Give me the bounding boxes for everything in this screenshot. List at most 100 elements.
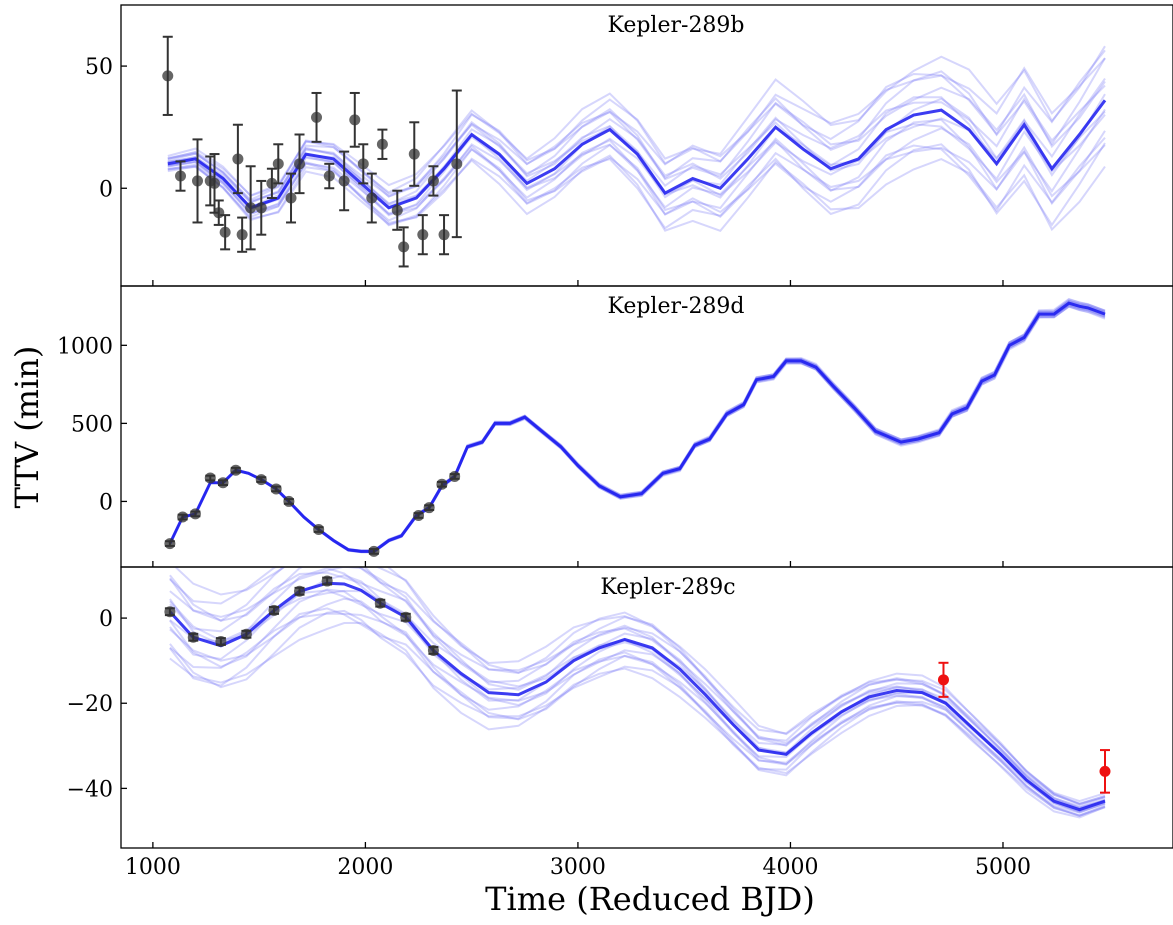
observed-ttv-point (417, 214, 429, 256)
observed-ttv-point (209, 153, 221, 214)
model-sample-line (167, 84, 1106, 206)
observed-ttv-point (427, 165, 439, 197)
model-sample-line (168, 299, 1106, 553)
panel-2: 0 500 1000 Kepler-289d (57, 285, 1173, 568)
model-sample-line (169, 612, 1106, 817)
model-sample-line (168, 301, 1106, 553)
new-observation-point (937, 661, 949, 698)
model-sample-line (168, 297, 1106, 552)
observed-ttv-point (285, 172, 297, 224)
observed-ttv-point (408, 121, 420, 187)
panel-frame (120, 285, 1173, 568)
observed-ttv-point (451, 89, 463, 239)
model-sample-line (168, 299, 1106, 552)
observed-ttv-point (283, 495, 295, 507)
observed-ttv-point (189, 508, 201, 520)
model-sample-line (168, 305, 1106, 554)
observed-ttv-point (368, 545, 380, 557)
model-sample-line (169, 621, 1106, 819)
model-sample-line (169, 567, 1106, 806)
observed-ttv-point (272, 143, 284, 185)
model-sample-line (169, 567, 1106, 809)
model-sample-line (168, 301, 1106, 553)
observed-ttv-point (391, 189, 403, 231)
panel-3: 0 −20 −40 Kepler-289c (67, 566, 1173, 849)
model-sample-line (167, 137, 1106, 227)
observed-ttv-point (177, 511, 189, 523)
observed-ttv-point (423, 502, 435, 514)
panel-1: 0 50 Kepler-289b (85, 4, 1173, 287)
model-sample-line (173, 567, 1106, 803)
model-sample-line (169, 567, 1106, 805)
observed-ttv-point (255, 179, 267, 236)
model-ensemble (167, 45, 1107, 232)
observed-ttv-point (366, 172, 378, 224)
model-median-line (168, 301, 1106, 553)
model-sample-line (169, 567, 1106, 808)
model-sample-line (167, 57, 1106, 197)
observed-ttv-point (266, 167, 278, 200)
model-sample-line (167, 57, 1106, 204)
model-ensemble (168, 297, 1106, 554)
observed-ttv-point (294, 585, 306, 597)
model-sample-line (168, 302, 1106, 553)
observed-ttv-point (400, 611, 412, 623)
observed-ttv-point (294, 133, 306, 195)
observed-ttv-point (215, 636, 227, 648)
observed-ttv-point (240, 628, 252, 640)
observed-ttv-point (374, 597, 386, 609)
new-observation-point (1099, 749, 1111, 794)
y-tick-label: 0 (99, 177, 113, 202)
x-tick-label: 4000 (762, 855, 818, 880)
y-tick-label: 50 (85, 55, 113, 80)
observed-ttv-point (175, 160, 187, 192)
observed-ttv-point (321, 575, 333, 587)
observed-ttv-point (192, 138, 204, 224)
y-tick-label: −40 (67, 777, 113, 802)
observed-ttv-point (357, 143, 369, 185)
observed-ttv-point (449, 470, 461, 482)
model-sample-line (169, 607, 1106, 818)
model-sample-line (168, 305, 1106, 554)
model-sample-line (169, 589, 1106, 814)
model-sample-line (167, 45, 1106, 197)
model-sample-line (167, 110, 1106, 217)
model-sample-line (169, 609, 1106, 817)
observed-ttv-point (427, 644, 439, 656)
observed-ttv-point (270, 483, 282, 495)
model-median-line (167, 99, 1107, 210)
observed-ttv-point (255, 474, 267, 486)
observed-ttv-point (313, 524, 325, 536)
model-sample-line (168, 303, 1106, 553)
panels-group: 0 50 Kepler-289b 0 500 1000 Kepler-289d 0 −20 −40… (57, 4, 1173, 849)
x-tick-label: 1000 (125, 855, 181, 880)
x-tick-label: 3000 (550, 855, 606, 880)
model-sample-line (168, 305, 1106, 554)
observed-ttv-point (438, 214, 450, 256)
model-sample-line (167, 108, 1106, 216)
model-sample-line (168, 300, 1106, 553)
observed-ttv-point (219, 214, 231, 251)
y-axis-label: TTV (min) (8, 346, 46, 509)
observed-ttv-point (376, 128, 388, 160)
observed-ttv-point (349, 91, 361, 148)
model-sample-line (167, 142, 1106, 230)
observed-ttv-point (398, 226, 410, 268)
model-sample-line (169, 597, 1106, 814)
observed-ttv-point (162, 35, 174, 116)
model-median-line (168, 581, 1106, 812)
observed-ttv-point (323, 162, 335, 190)
observed-ttv-point (236, 216, 248, 253)
x-tick-label: 5000 (975, 855, 1031, 880)
model-sample-line (167, 49, 1106, 201)
observed-ttv-point (436, 478, 448, 490)
model-sample-line (168, 303, 1106, 553)
model-sample-line (167, 143, 1106, 222)
model-sample-line (167, 78, 1106, 209)
panel-title: Kepler-289c (600, 575, 735, 600)
model-ensemble (168, 567, 1106, 819)
observed-ttv-point (164, 538, 176, 550)
model-sample-line (167, 127, 1106, 216)
model-sample-line (169, 588, 1106, 813)
